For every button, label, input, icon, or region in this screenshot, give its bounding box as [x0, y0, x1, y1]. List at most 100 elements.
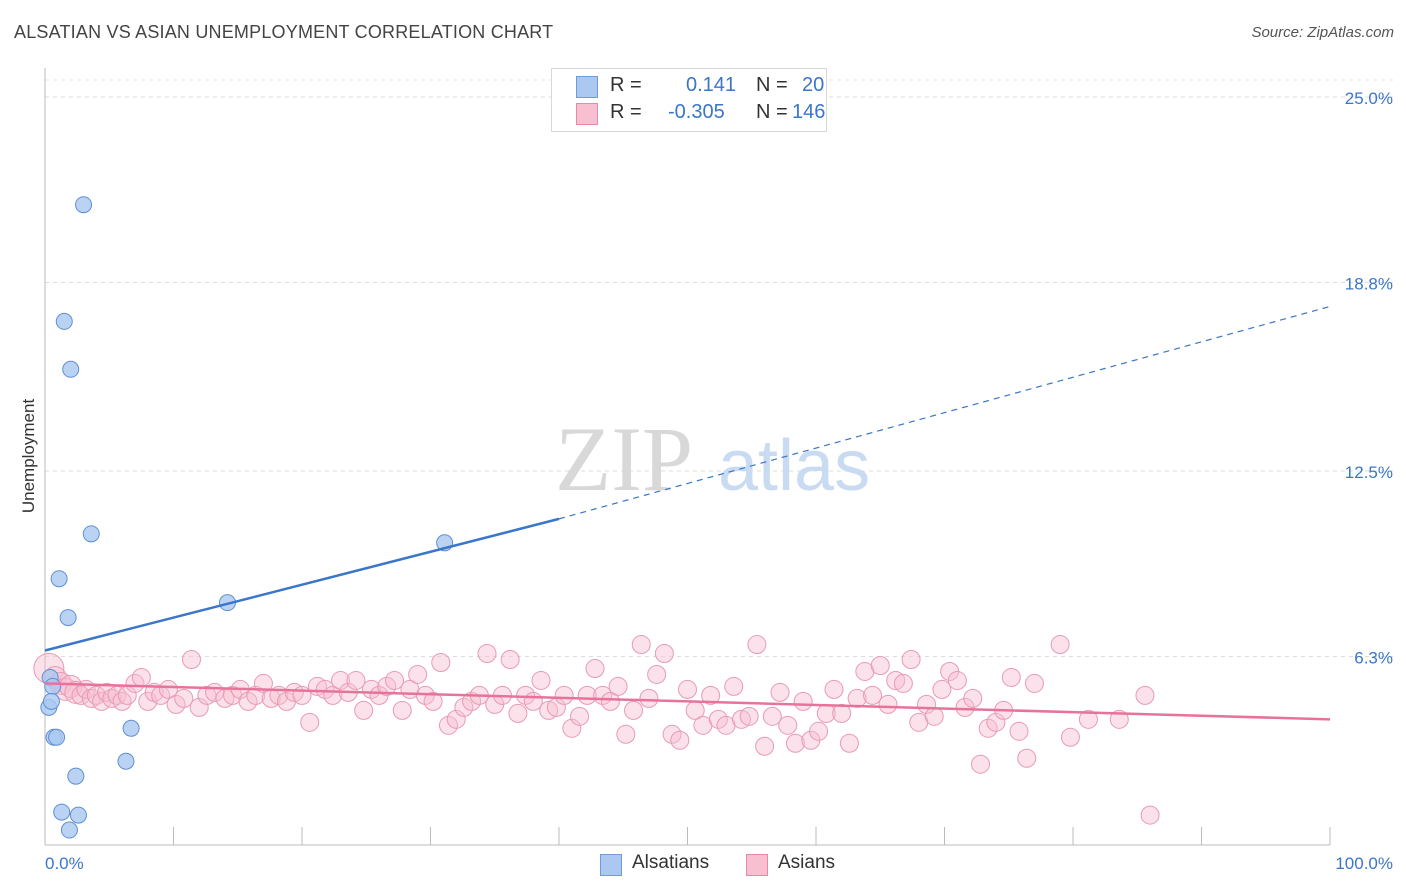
asians-point [893, 673, 913, 693]
y-axis-label: Unemployment [19, 399, 38, 514]
legend-swatch-asians [576, 103, 598, 125]
asians-point [924, 706, 944, 726]
asians-point [970, 754, 990, 774]
legend-r-value: 0.141 [686, 74, 737, 96]
asians-point [438, 715, 458, 735]
asians-point [701, 685, 721, 705]
asians-point [477, 644, 497, 664]
alsatians-point [55, 312, 73, 330]
alsatians-point [50, 570, 68, 588]
alsatians-point [48, 728, 66, 746]
asians-point [863, 685, 883, 705]
asians-point [292, 685, 312, 705]
chart-title: ALSATIAN VS ASIAN UNEMPLOYMENT CORRELATI… [14, 22, 554, 42]
asians-point [539, 700, 559, 720]
asians-point [639, 688, 659, 708]
asians-point [770, 682, 790, 702]
alsatians-point [44, 677, 62, 695]
asians-point [284, 682, 304, 702]
asians-point [158, 679, 178, 699]
asians-point [785, 733, 805, 753]
asians-point [793, 691, 813, 711]
asians-point [166, 694, 186, 714]
alsatians-point [117, 752, 135, 770]
bottom-legend-label: Asians [778, 852, 836, 873]
alsatians-point [82, 525, 100, 543]
asians-point [454, 697, 474, 717]
legend-r-value: -0.305 [668, 101, 725, 123]
y-tick-labels: 6.3% 12.5% 18.8% 25.0% [1345, 89, 1393, 668]
asians-point [354, 700, 374, 720]
alsatians-point [69, 806, 87, 824]
asians-point [1109, 709, 1129, 729]
asians-point [886, 670, 906, 690]
asians-point [739, 706, 759, 726]
asians-point [809, 721, 829, 741]
alsatians-point [67, 767, 85, 785]
asians-point [624, 700, 644, 720]
y-tick-label: 6.3% [1354, 649, 1393, 668]
asians-point [1017, 748, 1037, 768]
asians-point [870, 655, 890, 675]
x-tick-label: 100.0% [1335, 854, 1393, 873]
asians-point [408, 664, 428, 684]
alsatians-trend-line [44, 517, 560, 652]
legend-r-label: R = [610, 101, 642, 123]
asians-point [346, 670, 366, 690]
asians-point [174, 688, 194, 708]
asians-point [731, 709, 751, 729]
y-tick-label: 25.0% [1345, 89, 1393, 108]
asians-point [1060, 727, 1080, 747]
asians-point [238, 691, 258, 711]
asians-point [570, 706, 590, 726]
asians-point [986, 712, 1006, 732]
y-tick-label: 18.8% [1345, 275, 1393, 294]
y-tick-label: 12.5% [1345, 463, 1393, 482]
asians-point [189, 697, 209, 717]
alsatians-point [62, 360, 80, 378]
asians-point [778, 715, 798, 735]
asians-point [585, 658, 605, 678]
asians-point [423, 691, 443, 711]
bottom-legend-label: Alsatians [632, 852, 710, 873]
asians-point [531, 670, 551, 690]
legend-r-label: R = [610, 74, 642, 96]
asians-point [1078, 709, 1098, 729]
asians-point [762, 706, 782, 726]
asians-points [33, 635, 1160, 825]
asians-point [839, 733, 859, 753]
axes [44, 68, 1331, 846]
asians-point [554, 685, 574, 705]
asians-point [963, 688, 983, 708]
legend-n-label: N = [756, 74, 788, 96]
legend-n-value: 146 [792, 101, 826, 123]
x-tick-labels: 0.0% 100.0% [45, 854, 1393, 873]
alsatians-point [75, 196, 93, 214]
alsatians-point [60, 821, 78, 839]
grid-lines [45, 79, 1395, 658]
asians-point [1009, 721, 1029, 741]
asians-point [392, 700, 412, 720]
asians-point [1135, 685, 1155, 705]
watermark-atlas: atlas [718, 426, 870, 506]
asians-point [662, 724, 682, 744]
asians-point [608, 676, 628, 696]
asians-point [947, 670, 967, 690]
asians-point [847, 688, 867, 708]
legend-n-label: N = [756, 101, 788, 123]
asians-point [978, 718, 998, 738]
asians-point [112, 691, 132, 711]
asians-point [508, 703, 528, 723]
asians-point [631, 635, 651, 655]
asians-point [446, 709, 466, 729]
legend: R = 0.141 N = 20 R = -0.305 N = 146 [551, 68, 827, 132]
asians-point [747, 635, 767, 655]
asians-point [431, 652, 451, 672]
asians-point [462, 691, 482, 711]
watermark: ZIP atlas [555, 408, 870, 510]
asians-point [246, 685, 266, 705]
asians-point [315, 679, 335, 699]
asians-point [64, 680, 88, 704]
asians-point [901, 649, 921, 669]
